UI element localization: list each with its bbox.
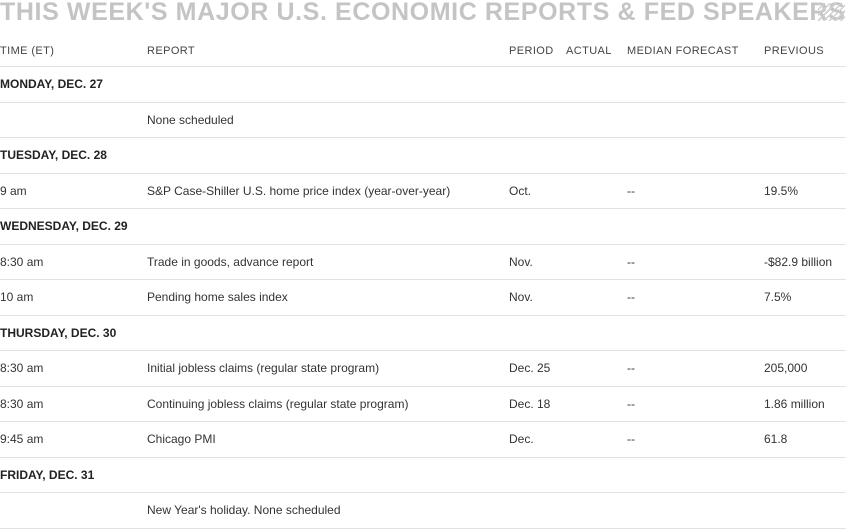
cell-time: 9 am bbox=[0, 173, 147, 209]
cell-period: Dec. bbox=[509, 421, 566, 458]
cell-time bbox=[0, 102, 147, 138]
cell-median: -- bbox=[627, 350, 764, 387]
table-row: None scheduled bbox=[0, 102, 846, 138]
cell-actual bbox=[566, 492, 627, 529]
cell-median: -- bbox=[627, 173, 764, 209]
day-label: THURSDAY, DEC. 30 bbox=[0, 315, 846, 351]
economic-calendar-table: TIME (ET) REPORT PERIOD ACTUAL MEDIAN FO… bbox=[0, 35, 846, 529]
cell-period: Dec. 18 bbox=[509, 386, 566, 422]
header-actual: ACTUAL bbox=[566, 35, 627, 67]
cell-time: 8:30 am bbox=[0, 350, 147, 387]
cell-period: Nov. bbox=[509, 244, 566, 280]
table-row: 8:30 am Initial jobless claims (regular … bbox=[0, 350, 846, 387]
cell-median: -- bbox=[627, 244, 764, 280]
header-report: REPORT bbox=[147, 35, 509, 67]
table-row: 8:30 am Trade in goods, advance report N… bbox=[0, 244, 846, 280]
day-label: FRIDAY, DEC. 31 bbox=[0, 457, 846, 493]
cell-actual bbox=[566, 386, 627, 422]
cell-time: 8:30 am bbox=[0, 386, 147, 422]
header-previous: PREVIOUS bbox=[764, 35, 846, 67]
header-period: PERIOD bbox=[509, 35, 566, 67]
cell-previous: 1.86 million bbox=[764, 386, 846, 422]
day-row-wednesday: WEDNESDAY, DEC. 29 bbox=[0, 208, 846, 245]
day-row-friday: FRIDAY, DEC. 31 bbox=[0, 457, 846, 493]
table-row: 10 am Pending home sales index Nov. -- 7… bbox=[0, 279, 846, 316]
cell-previous: 61.8 bbox=[764, 421, 846, 458]
cell-period: Dec. 25 bbox=[509, 350, 566, 387]
day-row-tuesday: TUESDAY, DEC. 28 bbox=[0, 137, 846, 174]
cell-period: Oct. bbox=[509, 173, 566, 209]
cell-median bbox=[627, 102, 764, 138]
hatch-decoration bbox=[818, 3, 845, 21]
day-label: WEDNESDAY, DEC. 29 bbox=[0, 208, 846, 245]
day-row-monday: MONDAY, DEC. 27 bbox=[0, 66, 846, 103]
cell-previous: 7.5% bbox=[764, 279, 846, 316]
cell-actual bbox=[566, 173, 627, 209]
cell-previous bbox=[764, 492, 846, 529]
cell-report: New Year's holiday. None scheduled bbox=[147, 492, 509, 529]
cell-report: Chicago PMI bbox=[147, 421, 509, 458]
table-row: 8:30 am Continuing jobless claims (regul… bbox=[0, 386, 846, 422]
cell-period bbox=[509, 102, 566, 138]
cell-report: Initial jobless claims (regular state pr… bbox=[147, 350, 509, 387]
table-row: 9 am S&P Case-Shiller U.S. home price in… bbox=[0, 173, 846, 209]
cell-actual bbox=[566, 102, 627, 138]
cell-median: -- bbox=[627, 386, 764, 422]
header-row: TIME (ET) REPORT PERIOD ACTUAL MEDIAN FO… bbox=[0, 35, 846, 67]
cell-report: S&P Case-Shiller U.S. home price index (… bbox=[147, 173, 509, 209]
cell-median: -- bbox=[627, 279, 764, 316]
cell-time: 9:45 am bbox=[0, 421, 147, 458]
cell-actual bbox=[566, 421, 627, 458]
cell-previous: 19.5% bbox=[764, 173, 846, 209]
table-row: New Year's holiday. None scheduled bbox=[0, 492, 846, 529]
cell-time bbox=[0, 492, 147, 529]
day-row-thursday: THURSDAY, DEC. 30 bbox=[0, 315, 846, 351]
title-bar: THIS WEEK'S MAJOR U.S. ECONOMIC REPORTS … bbox=[0, 0, 849, 28]
cell-actual bbox=[566, 279, 627, 316]
day-label: TUESDAY, DEC. 28 bbox=[0, 137, 846, 174]
cell-report: Trade in goods, advance report bbox=[147, 244, 509, 280]
cell-time: 8:30 am bbox=[0, 244, 147, 280]
cell-median: -- bbox=[627, 421, 764, 458]
header-time: TIME (ET) bbox=[0, 35, 147, 67]
header-median-forecast: MEDIAN FORECAST bbox=[627, 35, 764, 67]
cell-report: Pending home sales index bbox=[147, 279, 509, 316]
page-title: THIS WEEK'S MAJOR U.S. ECONOMIC REPORTS … bbox=[0, 0, 846, 26]
cell-actual bbox=[566, 350, 627, 387]
cell-previous: -$82.9 billion bbox=[764, 244, 846, 280]
cell-time: 10 am bbox=[0, 279, 147, 316]
cell-report: None scheduled bbox=[147, 102, 509, 138]
cell-actual bbox=[566, 244, 627, 280]
cell-report: Continuing jobless claims (regular state… bbox=[147, 386, 509, 422]
cell-previous bbox=[764, 102, 846, 138]
cell-period: Nov. bbox=[509, 279, 566, 316]
cell-previous: 205,000 bbox=[764, 350, 846, 387]
cell-median bbox=[627, 492, 764, 529]
day-label: MONDAY, DEC. 27 bbox=[0, 66, 846, 103]
cell-period bbox=[509, 492, 566, 529]
table-row: 9:45 am Chicago PMI Dec. -- 61.8 bbox=[0, 421, 846, 458]
